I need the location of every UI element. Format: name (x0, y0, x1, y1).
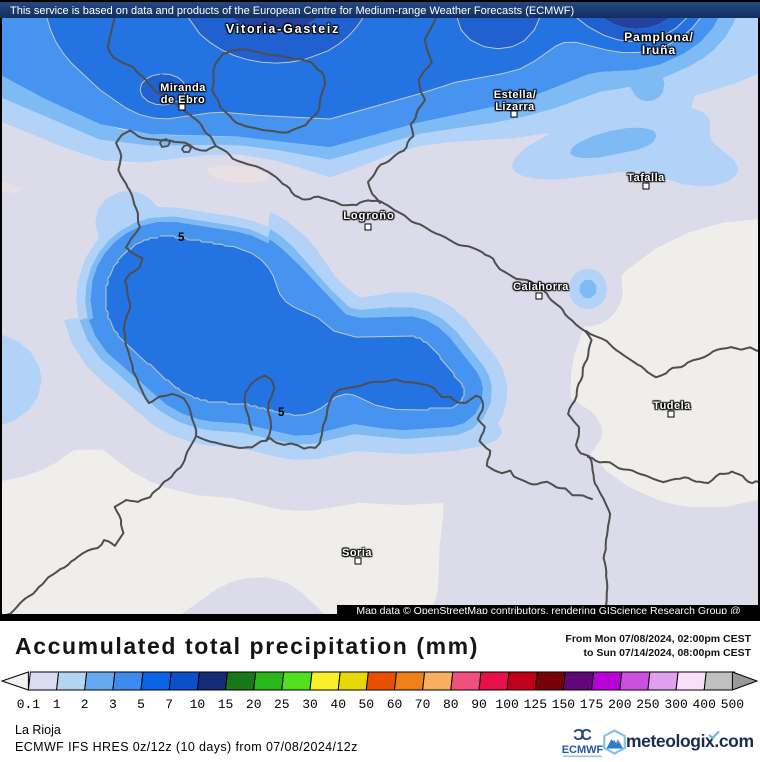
svg-text:2: 2 (81, 697, 89, 710)
svg-text:40: 40 (330, 697, 346, 710)
svg-text:50: 50 (358, 697, 374, 710)
svg-text:150: 150 (552, 697, 575, 710)
svg-text:15: 15 (218, 697, 234, 710)
svg-text:100: 100 (495, 697, 518, 710)
svg-text:10: 10 (190, 697, 206, 710)
svg-text:ECMWF: ECMWF (562, 744, 604, 756)
svg-text:200: 200 (608, 697, 631, 710)
svg-text:60: 60 (387, 697, 403, 710)
svg-text:3: 3 (109, 697, 117, 710)
svg-text:C: C (581, 727, 592, 744)
svg-text:250: 250 (636, 697, 659, 710)
svg-text:C: C (573, 727, 584, 744)
svg-text:30: 30 (302, 697, 318, 710)
svg-text:20: 20 (246, 697, 262, 710)
svg-text:70: 70 (415, 697, 431, 710)
svg-text:80: 80 (443, 697, 459, 710)
svg-text:5: 5 (137, 697, 145, 710)
svg-text:90: 90 (471, 697, 487, 710)
svg-text:500: 500 (721, 697, 744, 710)
svg-text:0.1: 0.1 (17, 697, 41, 710)
svg-text:125: 125 (524, 697, 547, 710)
svg-text:7: 7 (165, 697, 173, 710)
svg-text:300: 300 (664, 697, 687, 710)
svg-text:25: 25 (274, 697, 290, 710)
svg-text:400: 400 (692, 697, 715, 710)
svg-text:1: 1 (53, 697, 61, 710)
svg-text:175: 175 (580, 697, 603, 710)
